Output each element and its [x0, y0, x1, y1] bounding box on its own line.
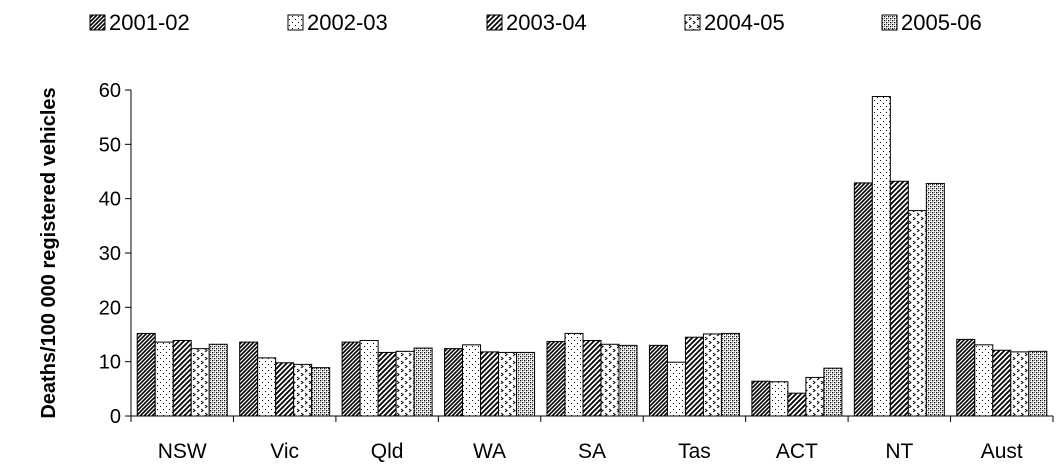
legend-label: 2005-06	[901, 10, 982, 35]
x-axis-ticks: NSW Vic Qld WA SA Tas ACT NT Aust	[130, 416, 1054, 463]
x-tick-label: Aust	[981, 440, 1023, 463]
legend-swatch	[287, 14, 304, 31]
bar-tas-2003-04	[684, 336, 704, 417]
bar-vic-2003-04	[275, 362, 295, 417]
x-tick-label: NSW	[158, 440, 207, 463]
legend-swatch	[486, 14, 503, 31]
y-tick-label: 20	[99, 297, 121, 319]
bar-sa-2001-02	[546, 341, 566, 417]
bar-wa-2002-03	[462, 344, 482, 417]
bar-nt-2002-03	[871, 96, 891, 417]
legend-label: 2002-03	[307, 10, 388, 35]
bar-qld-2004-05	[395, 350, 415, 417]
bar-sa-2003-04	[582, 339, 602, 417]
bar-aust-2001-02	[956, 338, 976, 417]
x-tick-label: WA	[473, 440, 506, 463]
bar-qld-2001-02	[341, 341, 361, 417]
bar-tas-2004-05	[702, 333, 722, 417]
bar-vic-2004-05	[293, 363, 313, 417]
x-tick-label: ACT	[776, 440, 818, 463]
legend-label: 2003-04	[506, 10, 587, 35]
x-tick-label: NT	[885, 440, 913, 463]
x-tick-label: Qld	[371, 440, 404, 463]
bar-wa-2004-05	[498, 351, 518, 417]
bar-nsw-2001-02	[136, 332, 156, 417]
bar-sa-2002-03	[564, 332, 584, 417]
bar-aust-2005-06	[1028, 350, 1048, 417]
bar-tas-2002-03	[666, 361, 686, 417]
bar-sa-2004-05	[600, 343, 620, 417]
bar-nt-2004-05	[907, 210, 927, 417]
bar-aust-2004-05	[1010, 351, 1030, 417]
y-axis-ticks: 0 10 20 30 40 50 60	[99, 80, 131, 428]
bar-tas-2001-02	[648, 344, 668, 417]
bar-wa-2001-02	[444, 348, 464, 417]
bar-act-2005-06	[823, 367, 843, 417]
x-tick-label: Tas	[678, 440, 711, 463]
bar-nsw-2004-05	[190, 348, 210, 417]
bar-act-2004-05	[805, 376, 825, 417]
bar-nt-2003-04	[889, 180, 909, 417]
bar-act-2002-03	[769, 381, 789, 417]
bar-vic-2002-03	[257, 357, 277, 417]
y-tick-label: 0	[110, 406, 121, 428]
bar-act-2001-02	[751, 380, 771, 417]
bar-wa-2005-06	[516, 351, 536, 417]
x-tick-label: Vic	[270, 440, 299, 463]
legend: 2001-02 2002-03 2003-04 2004-05 2005-06	[89, 10, 982, 35]
bar-qld-2003-04	[377, 351, 397, 417]
bar-tas-2005-06	[720, 332, 740, 417]
y-tick-label: 30	[99, 243, 121, 265]
bar-qld-2005-06	[413, 347, 433, 417]
legend-swatch	[684, 14, 701, 31]
bar-act-2003-04	[787, 392, 807, 417]
axes	[130, 90, 1053, 417]
bar-qld-2002-03	[359, 339, 379, 417]
bar-nsw-2003-04	[172, 339, 192, 417]
bar-nt-2001-02	[853, 182, 873, 417]
bar-nsw-2005-06	[208, 343, 228, 417]
y-tick-label: 40	[99, 189, 121, 211]
y-axis-label: Deaths/100 000 registered vehicles	[38, 87, 60, 418]
bar-sa-2005-06	[618, 344, 638, 417]
bar-aust-2002-03	[974, 344, 994, 417]
legend-label: 2004-05	[704, 10, 785, 35]
bar-nsw-2002-03	[154, 341, 174, 417]
y-tick-label: 50	[99, 134, 121, 156]
legend-swatch	[881, 14, 898, 31]
bar-vic-2001-02	[239, 341, 259, 417]
bar-vic-2005-06	[311, 367, 331, 417]
bar-wa-2003-04	[480, 351, 500, 417]
legend-label: 2001-02	[109, 10, 190, 35]
x-tick-label: SA	[578, 440, 606, 463]
y-tick-label: 10	[99, 352, 121, 374]
legend-swatch	[89, 14, 106, 31]
bar-aust-2003-04	[992, 349, 1012, 417]
y-tick-label: 60	[99, 80, 121, 102]
bar-nt-2005-06	[925, 182, 945, 417]
bars	[136, 96, 1048, 417]
